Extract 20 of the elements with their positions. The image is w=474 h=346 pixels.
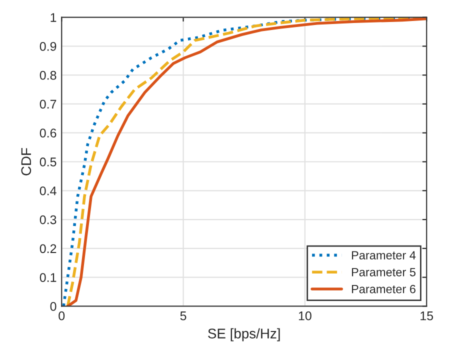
y-tick-label: 0 bbox=[50, 302, 56, 311]
y-axis-title: CDF bbox=[21, 148, 32, 176]
y-tick-label: 0.8 bbox=[40, 70, 56, 80]
y-tick-label: 0.6 bbox=[40, 128, 56, 138]
legend-label: Parameter 4 bbox=[352, 251, 416, 260]
y-tick-label: 0.5 bbox=[40, 158, 56, 166]
y-tick-label: 0.2 bbox=[40, 244, 56, 254]
y-tick-label: 0.1 bbox=[40, 273, 56, 282]
x-tick-label: 5 bbox=[180, 312, 186, 320]
x-axis-title: SE [bps/Hz] bbox=[208, 328, 280, 342]
x-tick-label: 15 bbox=[420, 312, 434, 320]
x-tick-label: 10 bbox=[298, 311, 312, 320]
x-tick-label: 0 bbox=[58, 311, 65, 320]
y-tick-label: 0.3 bbox=[40, 215, 56, 224]
y-tick-label: 0.4 bbox=[40, 186, 56, 196]
y-tick-label: 0.9 bbox=[40, 42, 56, 51]
legend-label: Parameter 6 bbox=[352, 284, 416, 294]
y-tick-label: 1 bbox=[50, 13, 56, 22]
legend-label: Parameter 5 bbox=[352, 268, 416, 276]
y-tick-label: 0.7 bbox=[40, 100, 56, 109]
